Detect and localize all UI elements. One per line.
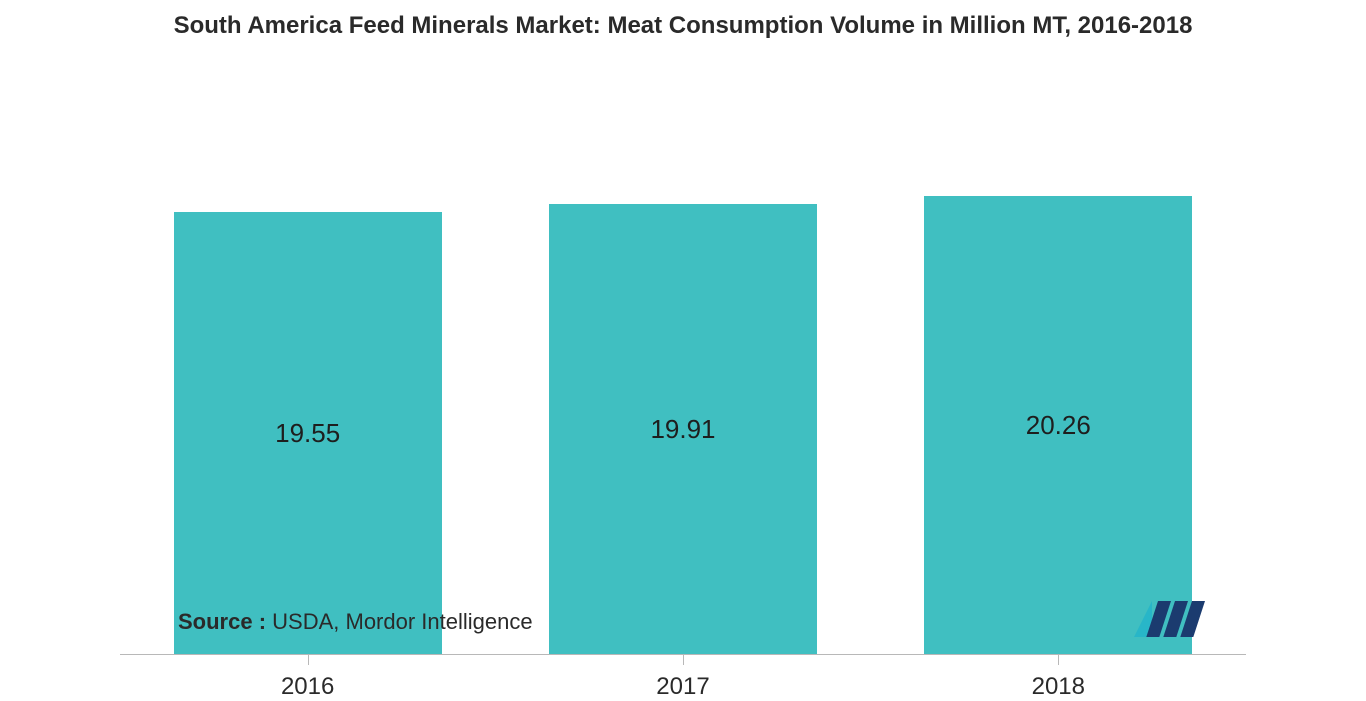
source-text: USDA, Mordor Intelligence — [266, 609, 533, 634]
x-label-2: 2018 — [924, 673, 1192, 701]
x-axis-labels: 2016 2017 2018 — [120, 673, 1246, 701]
bar-value-2: 20.26 — [1026, 410, 1091, 441]
x-label-1: 2017 — [549, 673, 817, 701]
bar-slot-1: 19.91 — [549, 204, 817, 655]
plot-area: 19.55 19.91 20.26 2016 2017 2018 — [120, 80, 1246, 655]
bar-value-0: 19.55 — [275, 418, 340, 449]
bar-0: 19.55 — [174, 212, 442, 655]
mordor-logo-icon — [1134, 601, 1214, 637]
x-label-0: 2016 — [174, 673, 442, 701]
x-tick-1 — [683, 655, 684, 665]
bar-1: 19.91 — [549, 204, 817, 655]
bar-slot-0: 19.55 — [174, 212, 442, 655]
chart-title: South America Feed Minerals Market: Meat… — [0, 0, 1366, 40]
source-label: Source : — [178, 609, 266, 634]
source-line: Source : USDA, Mordor Intelligence — [178, 609, 533, 635]
x-tick-2 — [1058, 655, 1059, 665]
bar-2: 20.26 — [924, 196, 1192, 655]
x-tick-0 — [308, 655, 309, 665]
bars-row: 19.55 19.91 20.26 — [120, 195, 1246, 655]
bar-value-1: 19.91 — [650, 414, 715, 445]
bar-slot-2: 20.26 — [924, 196, 1192, 655]
